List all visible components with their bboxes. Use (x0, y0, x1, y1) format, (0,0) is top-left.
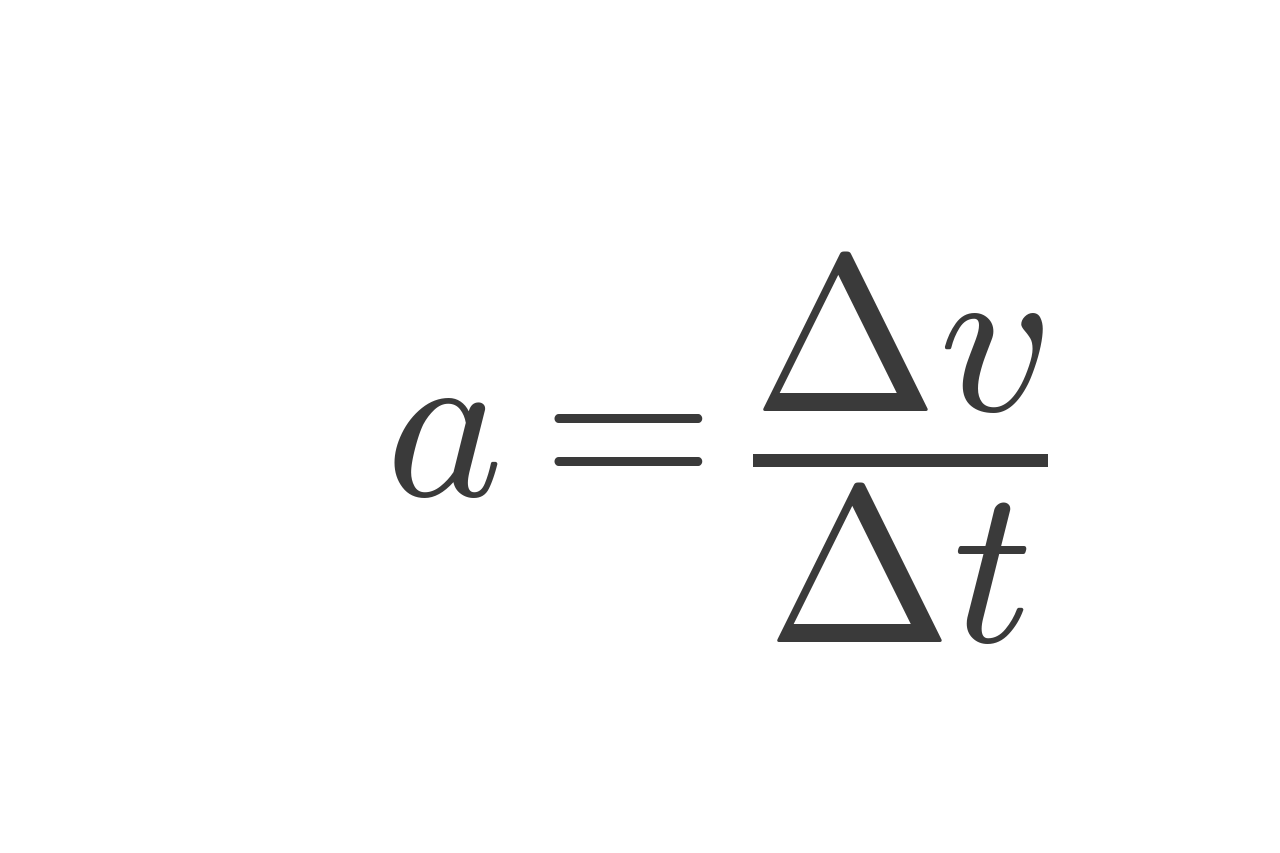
Bar (631, 793, 637, 801)
Text: $a = \dfrac{\Delta v}{\Delta t}$: $a = \dfrac{\Delta v}{\Delta t}$ (385, 249, 1048, 647)
Bar (631, 801, 637, 809)
Bar (643, 793, 649, 801)
Bar (643, 801, 649, 809)
Bar (631, 785, 637, 792)
Text: Acceleration Formula: Acceleration Formula (111, 22, 1169, 119)
Bar (628, 775, 652, 785)
Text: www.inchcalculator.com: www.inchcalculator.com (451, 821, 829, 850)
Bar (643, 785, 649, 792)
